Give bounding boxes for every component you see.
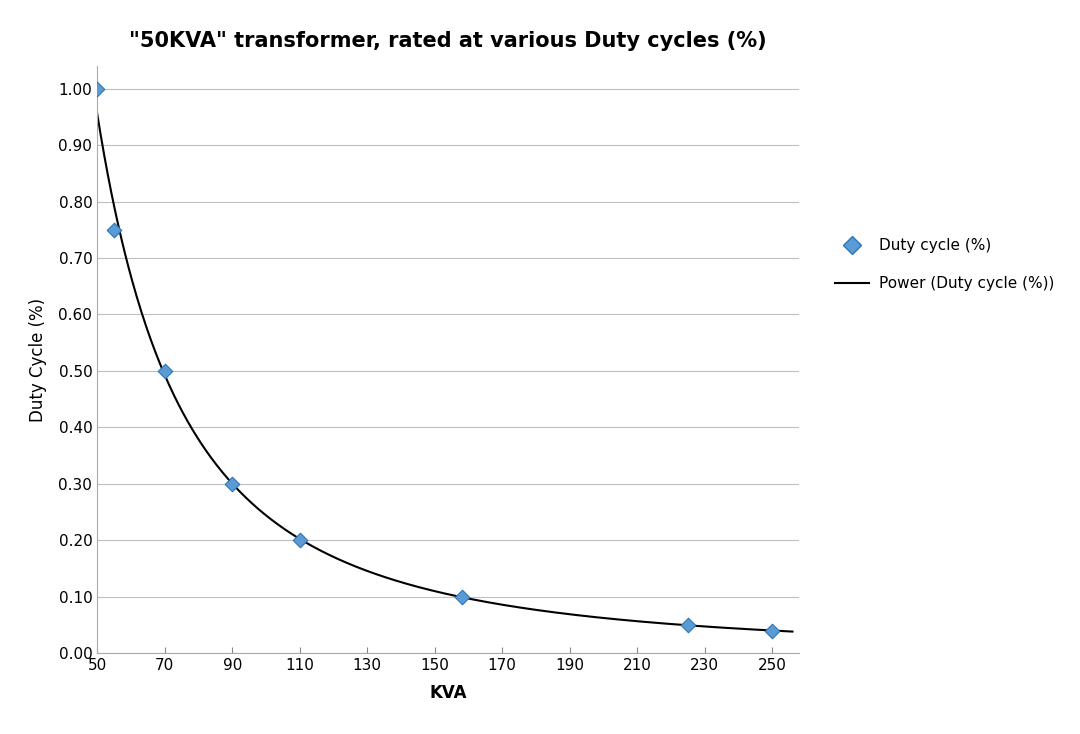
Point (764, 625, 781, 636)
Point (106, 224, 123, 236)
Point (89, 83, 106, 95)
Point (679, 619, 697, 631)
Title: "50KVA" transformer, rated at various Duty cycles (%): "50KVA" transformer, rated at various Du… (130, 31, 767, 51)
Point (292, 534, 309, 546)
Point (224, 478, 241, 490)
Y-axis label: Duty Cycle (%): Duty Cycle (%) (29, 297, 48, 422)
Legend: Duty cycle (%), Power (Duty cycle (%)): Duty cycle (%), Power (Duty cycle (%)) (835, 238, 1054, 291)
X-axis label: KVA: KVA (430, 684, 467, 702)
Point (454, 591, 471, 603)
Point (156, 365, 173, 377)
